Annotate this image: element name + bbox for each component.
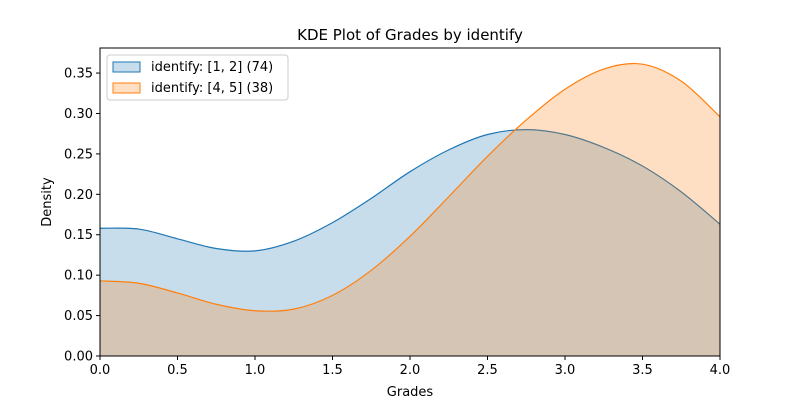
y-axis-label: Density	[40, 177, 55, 227]
y-tick-label: 0.10	[64, 269, 93, 284]
y-tick-label: 0.25	[64, 147, 93, 162]
x-tick-label: 3.5	[632, 363, 653, 378]
y-tick-label: 0.15	[64, 228, 93, 243]
y-tick-label: 0.20	[64, 188, 93, 203]
x-tick-label: 0.5	[167, 363, 188, 378]
x-axis-label: Grades	[387, 385, 434, 400]
legend-label-2: identify: [4, 5] (38)	[151, 81, 273, 96]
kde-line-1	[99, 129, 721, 252]
legend-swatch-2	[112, 82, 141, 94]
x-tick-label: 3.0	[555, 363, 576, 378]
legend: identify: [1, 2] (74) identify: [4, 5] (…	[106, 54, 289, 101]
kde-area-1	[100, 129, 720, 356]
y-tick-label: 0.35	[64, 67, 93, 82]
y-tick-label: 0.00	[64, 350, 93, 365]
plot-frame	[99, 47, 721, 357]
y-tick-label: 0.05	[64, 309, 93, 324]
kde-line-2	[99, 62, 721, 312]
x-tick-label: 2.0	[400, 363, 421, 378]
legend-swatch-1	[112, 61, 141, 73]
kde-area-2	[100, 63, 720, 356]
x-tick-label: 1.5	[322, 363, 343, 378]
x-tick-label: 0.0	[90, 363, 111, 378]
x-tick-label: 4.0	[710, 363, 731, 378]
y-tick-label: 0.30	[64, 107, 93, 122]
legend-frame	[106, 54, 289, 101]
x-tick-label: 2.5	[477, 363, 498, 378]
x-tick-label: 1.0	[245, 363, 266, 378]
chart-title: KDE Plot of Grades by identify	[297, 26, 523, 44]
legend-label-1: identify: [1, 2] (74)	[151, 60, 273, 75]
